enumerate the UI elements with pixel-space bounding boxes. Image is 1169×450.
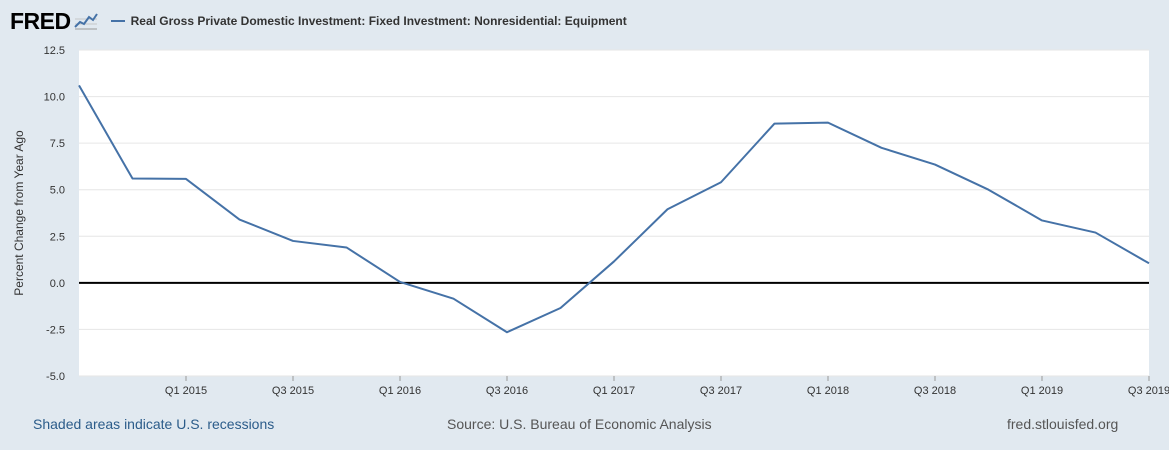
x-tick-label: Q1 2016 [379,385,421,397]
site-link[interactable]: fred.stlouisfed.org [1007,416,1119,432]
y-axis-ticks: 12.5 10.0 7.5 5.0 2.5 0.0 -2.5 -5.0 [44,45,65,383]
x-tick-label: Q3 2018 [914,385,956,397]
chart-line-icon [72,11,99,31]
y-tick-label: 7.5 [50,138,65,150]
source-note: Source: U.S. Bureau of Economic Analysis [447,416,712,432]
series-group [78,84,1150,334]
x-tick-label: Q3 2015 [272,385,314,397]
x-axis-ticks: Q1 2015 Q3 2015 Q1 2016 Q3 2016 Q1 2017 Q3 20… [165,376,1169,397]
x-tick-label: Q1 2017 [593,385,635,397]
chart-header: FRED Real Gross Private Domestic Investm… [10,6,627,36]
y-axis-label: Percent Change from Year Ago [12,130,26,296]
line-chart: 12.5 10.0 7.5 5.0 2.5 0.0 -2.5 -5.0 Q1 2015 Q3 2… [12,45,1169,397]
x-tick-label: Q3 2019 [1128,385,1169,397]
y-tick-label: 12.5 [44,45,65,57]
fred-logo-text: FRED [10,7,71,34]
y-tick-label: -5.0 [46,371,65,383]
x-tick-label: Q3 2016 [486,385,528,397]
y-tick-label: 0.0 [50,278,65,290]
legend-label: Real Gross Private Domestic Investment: … [130,14,627,28]
plot-area [79,50,1149,376]
chart-legend: Real Gross Private Domestic Investment: … [110,14,627,28]
y-tick-label: 5.0 [50,185,65,197]
recessions-note[interactable]: Shaded areas indicate U.S. recessions [33,416,275,432]
y-tick-label: 10.0 [44,92,65,104]
legend-swatch [110,20,125,22]
y-tick-label: 2.5 [50,231,65,243]
x-tick-label: Q1 2015 [165,385,207,397]
y-tick-label: -2.5 [46,324,65,336]
fred-logo[interactable]: FRED [10,8,99,35]
x-tick-label: Q1 2018 [807,385,849,397]
x-tick-label: Q1 2019 [1021,385,1063,397]
x-tick-label: Q3 2017 [700,385,742,397]
